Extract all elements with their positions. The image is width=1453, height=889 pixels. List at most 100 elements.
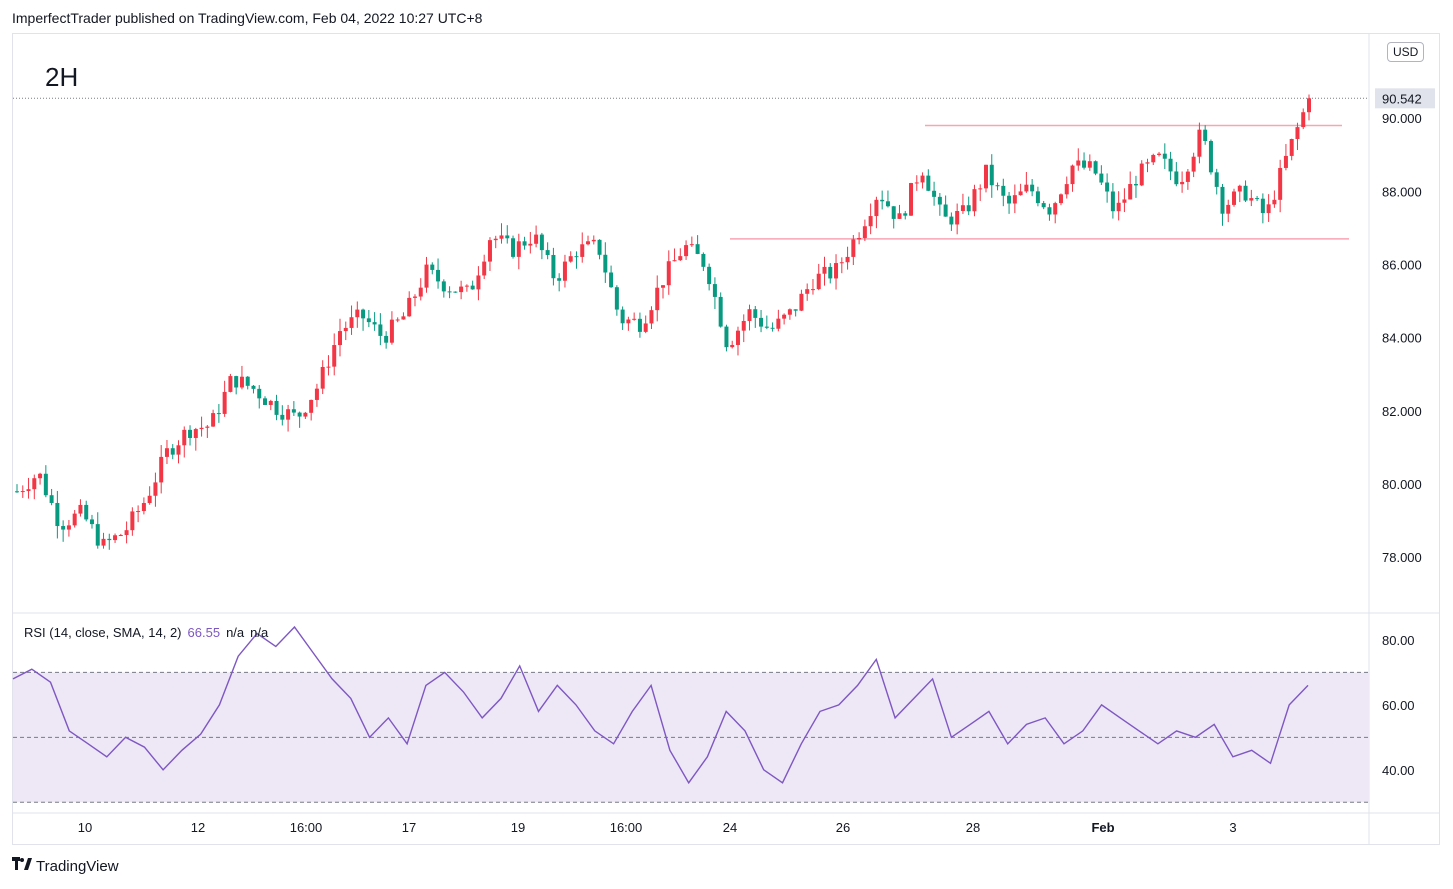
candle-body [551, 254, 556, 279]
candle-body [130, 511, 135, 531]
candle-body [384, 335, 389, 343]
candle-body [378, 324, 383, 336]
rsi-tick-label: 60.00 [1382, 698, 1415, 713]
candle-body [759, 317, 764, 327]
candle-body [707, 266, 712, 285]
candle-body [932, 190, 937, 197]
candle-body [372, 322, 377, 325]
currency-button[interactable]: USD [1387, 42, 1425, 62]
candle-body [1128, 184, 1133, 200]
candle-body [182, 429, 187, 446]
candle-body [799, 293, 804, 311]
candle-body [314, 388, 319, 400]
candle-body [470, 285, 475, 290]
candle-body [205, 426, 210, 428]
footer-brand: TradingView [36, 858, 119, 875]
candle-body [1307, 98, 1311, 113]
candle-body [724, 326, 729, 348]
candle-body [989, 164, 994, 186]
candle-body [1174, 171, 1179, 185]
candle-body [1012, 195, 1017, 204]
candle-body [199, 427, 204, 430]
candle-body [897, 213, 902, 219]
rsi-legend-label: RSI (14, close, SMA, 14, 2) [24, 625, 182, 640]
time-tick-label: Feb [1091, 820, 1114, 835]
candle-body [66, 525, 71, 530]
price-tick-label: 86.000 [1382, 257, 1422, 272]
candle-body [701, 253, 706, 267]
candle-body [534, 234, 539, 244]
candle-body [885, 201, 890, 207]
candle-body [1035, 191, 1040, 204]
candle-body [684, 245, 689, 257]
candle-body [1168, 158, 1173, 172]
candle-body [816, 273, 821, 290]
publish-info: ImperfectTrader published on TradingView… [12, 10, 483, 26]
candle-body [188, 429, 193, 438]
time-tick-label: 12 [191, 820, 205, 835]
candle-body [291, 409, 296, 413]
candle-body [1116, 202, 1121, 212]
time-tick-label: 16:00 [290, 820, 323, 835]
candle-body [228, 376, 233, 392]
candle-body [332, 345, 337, 367]
candle-body [1110, 191, 1115, 212]
candle-body [476, 275, 481, 290]
candle-body [49, 495, 54, 503]
candle-body [447, 291, 452, 293]
candle-body [61, 526, 66, 530]
candle-body [274, 400, 279, 415]
candle-body [1082, 160, 1087, 168]
candle-body [782, 314, 787, 319]
candle-body [89, 519, 94, 525]
candle-body [1243, 185, 1248, 201]
candle-body [338, 331, 342, 346]
rsi-legend[interactable]: RSI (14, close, SMA, 14, 2) 66.55 n/a n/a [24, 625, 268, 640]
candle-body [361, 309, 366, 319]
candle-body [1145, 162, 1150, 164]
candle-body [661, 285, 665, 288]
candle-body [1266, 204, 1271, 214]
candle-body [84, 504, 89, 520]
candle-body [222, 391, 227, 414]
price-tick-label: 84.000 [1382, 331, 1422, 346]
candle-body [655, 287, 660, 311]
candle-body [1087, 161, 1092, 168]
candle-body [1278, 167, 1283, 200]
candle-body [401, 316, 406, 320]
candle-body [355, 309, 360, 318]
time-tick-label: 26 [836, 820, 850, 835]
candle-body [1185, 171, 1190, 182]
candle-body [1076, 160, 1081, 166]
candle-body [637, 318, 642, 332]
candle-body [1122, 199, 1127, 203]
candle-body [170, 448, 175, 455]
rsi-legend-na-2: n/a [250, 625, 269, 640]
candle-body [1024, 184, 1029, 192]
footer[interactable]: TradingView [12, 857, 119, 876]
candle-body [268, 400, 273, 405]
candle-body [966, 205, 971, 212]
candle-body [141, 503, 146, 512]
candle-body [407, 297, 412, 317]
candle-body [874, 199, 879, 217]
candle-body [851, 239, 856, 257]
candle-body [436, 269, 441, 282]
candle-body [1064, 184, 1069, 195]
candle-body [949, 216, 954, 225]
candle-body [712, 284, 717, 297]
candle-body [118, 535, 123, 537]
candle-body [984, 164, 988, 189]
candle-body [441, 281, 446, 292]
candle-body [412, 296, 417, 298]
candle-body [20, 491, 25, 493]
candle-body [695, 244, 700, 254]
candle-body [926, 175, 931, 191]
candle-body [643, 323, 648, 332]
candle-body [1157, 153, 1162, 155]
candle-body [493, 238, 498, 241]
chart-frame[interactable] [12, 33, 1440, 845]
candle-body [26, 489, 31, 492]
candle-body [193, 429, 198, 438]
